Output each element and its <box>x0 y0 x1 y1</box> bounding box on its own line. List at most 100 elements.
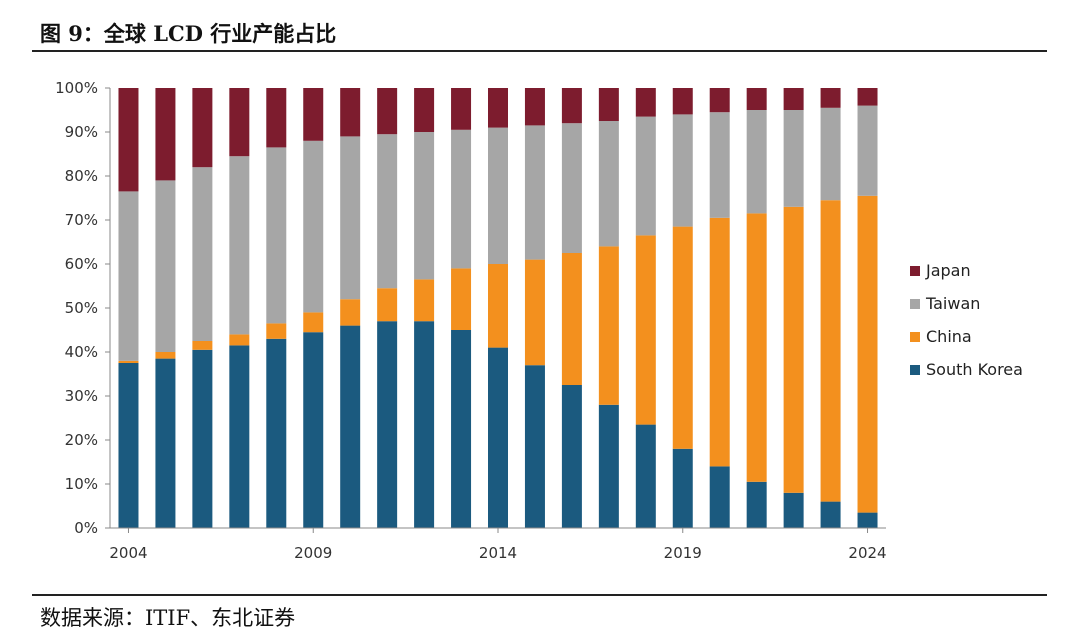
bar-china-2005 <box>155 352 176 359</box>
bar-taiwan-2015 <box>524 125 545 260</box>
bar-japan-2024 <box>857 88 878 106</box>
legend-swatch-south-korea <box>910 365 920 375</box>
bar-china-2024 <box>857 195 878 513</box>
bar-taiwan-2011 <box>377 134 398 289</box>
bar-taiwan-2020 <box>709 112 730 218</box>
bar-japan-2007 <box>229 88 250 157</box>
bar-taiwan-2014 <box>488 127 508 264</box>
bar-china-2008 <box>266 323 287 339</box>
bar-south-korea-2007 <box>229 345 250 528</box>
legend-swatch-china <box>910 332 920 342</box>
bar-south-korea-2006 <box>192 349 213 528</box>
bar-china-2010 <box>340 299 361 326</box>
bar-japan-2020 <box>709 88 730 113</box>
bar-japan-2017 <box>598 88 619 121</box>
bar-south-korea-2005 <box>155 358 176 528</box>
bar-china-2004 <box>118 360 139 363</box>
bar-south-korea-2024 <box>857 512 878 528</box>
bar-japan-2014 <box>488 88 508 128</box>
bar-south-korea-2011 <box>377 321 398 528</box>
y-tick-label: 70% <box>65 211 98 229</box>
bar-china-2019 <box>672 226 693 449</box>
x-tick-label: 2024 <box>848 544 886 562</box>
bar-south-korea-2019 <box>672 448 693 528</box>
bar-japan-2021 <box>746 88 767 110</box>
bar-china-2011 <box>377 288 398 322</box>
y-tick-label: 100% <box>55 79 98 97</box>
bar-south-korea-2008 <box>266 338 287 528</box>
bar-south-korea-2014 <box>488 347 508 528</box>
y-tick-label: 90% <box>65 123 98 141</box>
bar-china-2020 <box>709 217 730 467</box>
bar-japan-2006 <box>192 88 213 168</box>
bar-japan-2018 <box>635 88 656 117</box>
bar-china-2012 <box>414 279 435 322</box>
bar-japan-2015 <box>524 88 545 126</box>
legend-swatch-taiwan <box>910 299 920 309</box>
bar-japan-2010 <box>340 88 361 137</box>
bar-south-korea-2004 <box>118 363 139 528</box>
bar-south-korea-2017 <box>598 404 619 528</box>
bar-south-korea-2016 <box>561 385 582 528</box>
bar-japan-2013 <box>451 88 472 130</box>
bar-south-korea-2022 <box>783 492 804 528</box>
bar-china-2007 <box>229 334 250 346</box>
bar-south-korea-2012 <box>414 321 435 528</box>
bar-south-korea-2021 <box>746 481 767 528</box>
bar-taiwan-2006 <box>192 167 213 341</box>
legend-label-japan: Japan <box>925 261 971 280</box>
legend-swatch-japan <box>910 266 920 276</box>
source-rule <box>32 594 1047 596</box>
bar-taiwan-2021 <box>746 110 767 214</box>
bar-japan-2009 <box>303 88 324 141</box>
bar-south-korea-2009 <box>303 332 324 528</box>
bar-taiwan-2009 <box>303 140 324 313</box>
bar-south-korea-2015 <box>524 365 545 528</box>
bar-taiwan-2017 <box>598 121 619 247</box>
bar-taiwan-2016 <box>561 123 582 253</box>
legend-label-china: China <box>926 327 972 346</box>
bar-china-2013 <box>451 268 472 330</box>
bar-japan-2012 <box>414 88 435 132</box>
x-tick-label: 2009 <box>294 544 332 562</box>
bar-south-korea-2013 <box>451 330 472 528</box>
legend-label-south-korea: South Korea <box>926 360 1023 379</box>
y-tick-label: 10% <box>65 475 98 493</box>
bar-series <box>118 88 878 528</box>
bar-japan-2022 <box>783 88 804 110</box>
title-rule <box>32 50 1047 52</box>
bar-taiwan-2012 <box>414 132 435 280</box>
figure-title: 图 9：全球 LCD 行业产能占比 <box>40 21 337 46</box>
bar-china-2018 <box>635 235 656 425</box>
bar-taiwan-2018 <box>635 116 656 236</box>
bar-china-2014 <box>488 264 508 348</box>
bar-taiwan-2019 <box>672 114 693 227</box>
bar-japan-2023 <box>820 88 841 108</box>
bar-south-korea-2020 <box>709 466 730 528</box>
bar-taiwan-2005 <box>155 180 176 352</box>
bar-taiwan-2008 <box>266 147 287 324</box>
bar-china-2021 <box>746 213 767 482</box>
bar-china-2015 <box>524 259 545 366</box>
bar-japan-2019 <box>672 88 693 115</box>
legend: Japan Taiwan China South Korea <box>910 261 1023 379</box>
y-tick-label: 20% <box>65 431 98 449</box>
bar-china-2022 <box>783 206 804 493</box>
bar-taiwan-2023 <box>820 107 841 201</box>
bar-japan-2005 <box>155 88 176 181</box>
bar-taiwan-2022 <box>783 110 804 207</box>
legend-label-taiwan: Taiwan <box>925 294 980 313</box>
y-tick-label: 40% <box>65 343 98 361</box>
bar-china-2023 <box>820 200 841 502</box>
bar-japan-2008 <box>266 88 287 148</box>
y-tick-label: 60% <box>65 255 98 273</box>
bar-japan-2011 <box>377 88 398 135</box>
bar-taiwan-2010 <box>340 136 361 300</box>
bar-japan-2004 <box>118 88 139 192</box>
y-tick-label: 80% <box>65 167 98 185</box>
bar-south-korea-2023 <box>820 501 841 528</box>
bar-china-2009 <box>303 312 324 333</box>
bar-south-korea-2010 <box>340 325 361 528</box>
bar-china-2017 <box>598 246 619 405</box>
